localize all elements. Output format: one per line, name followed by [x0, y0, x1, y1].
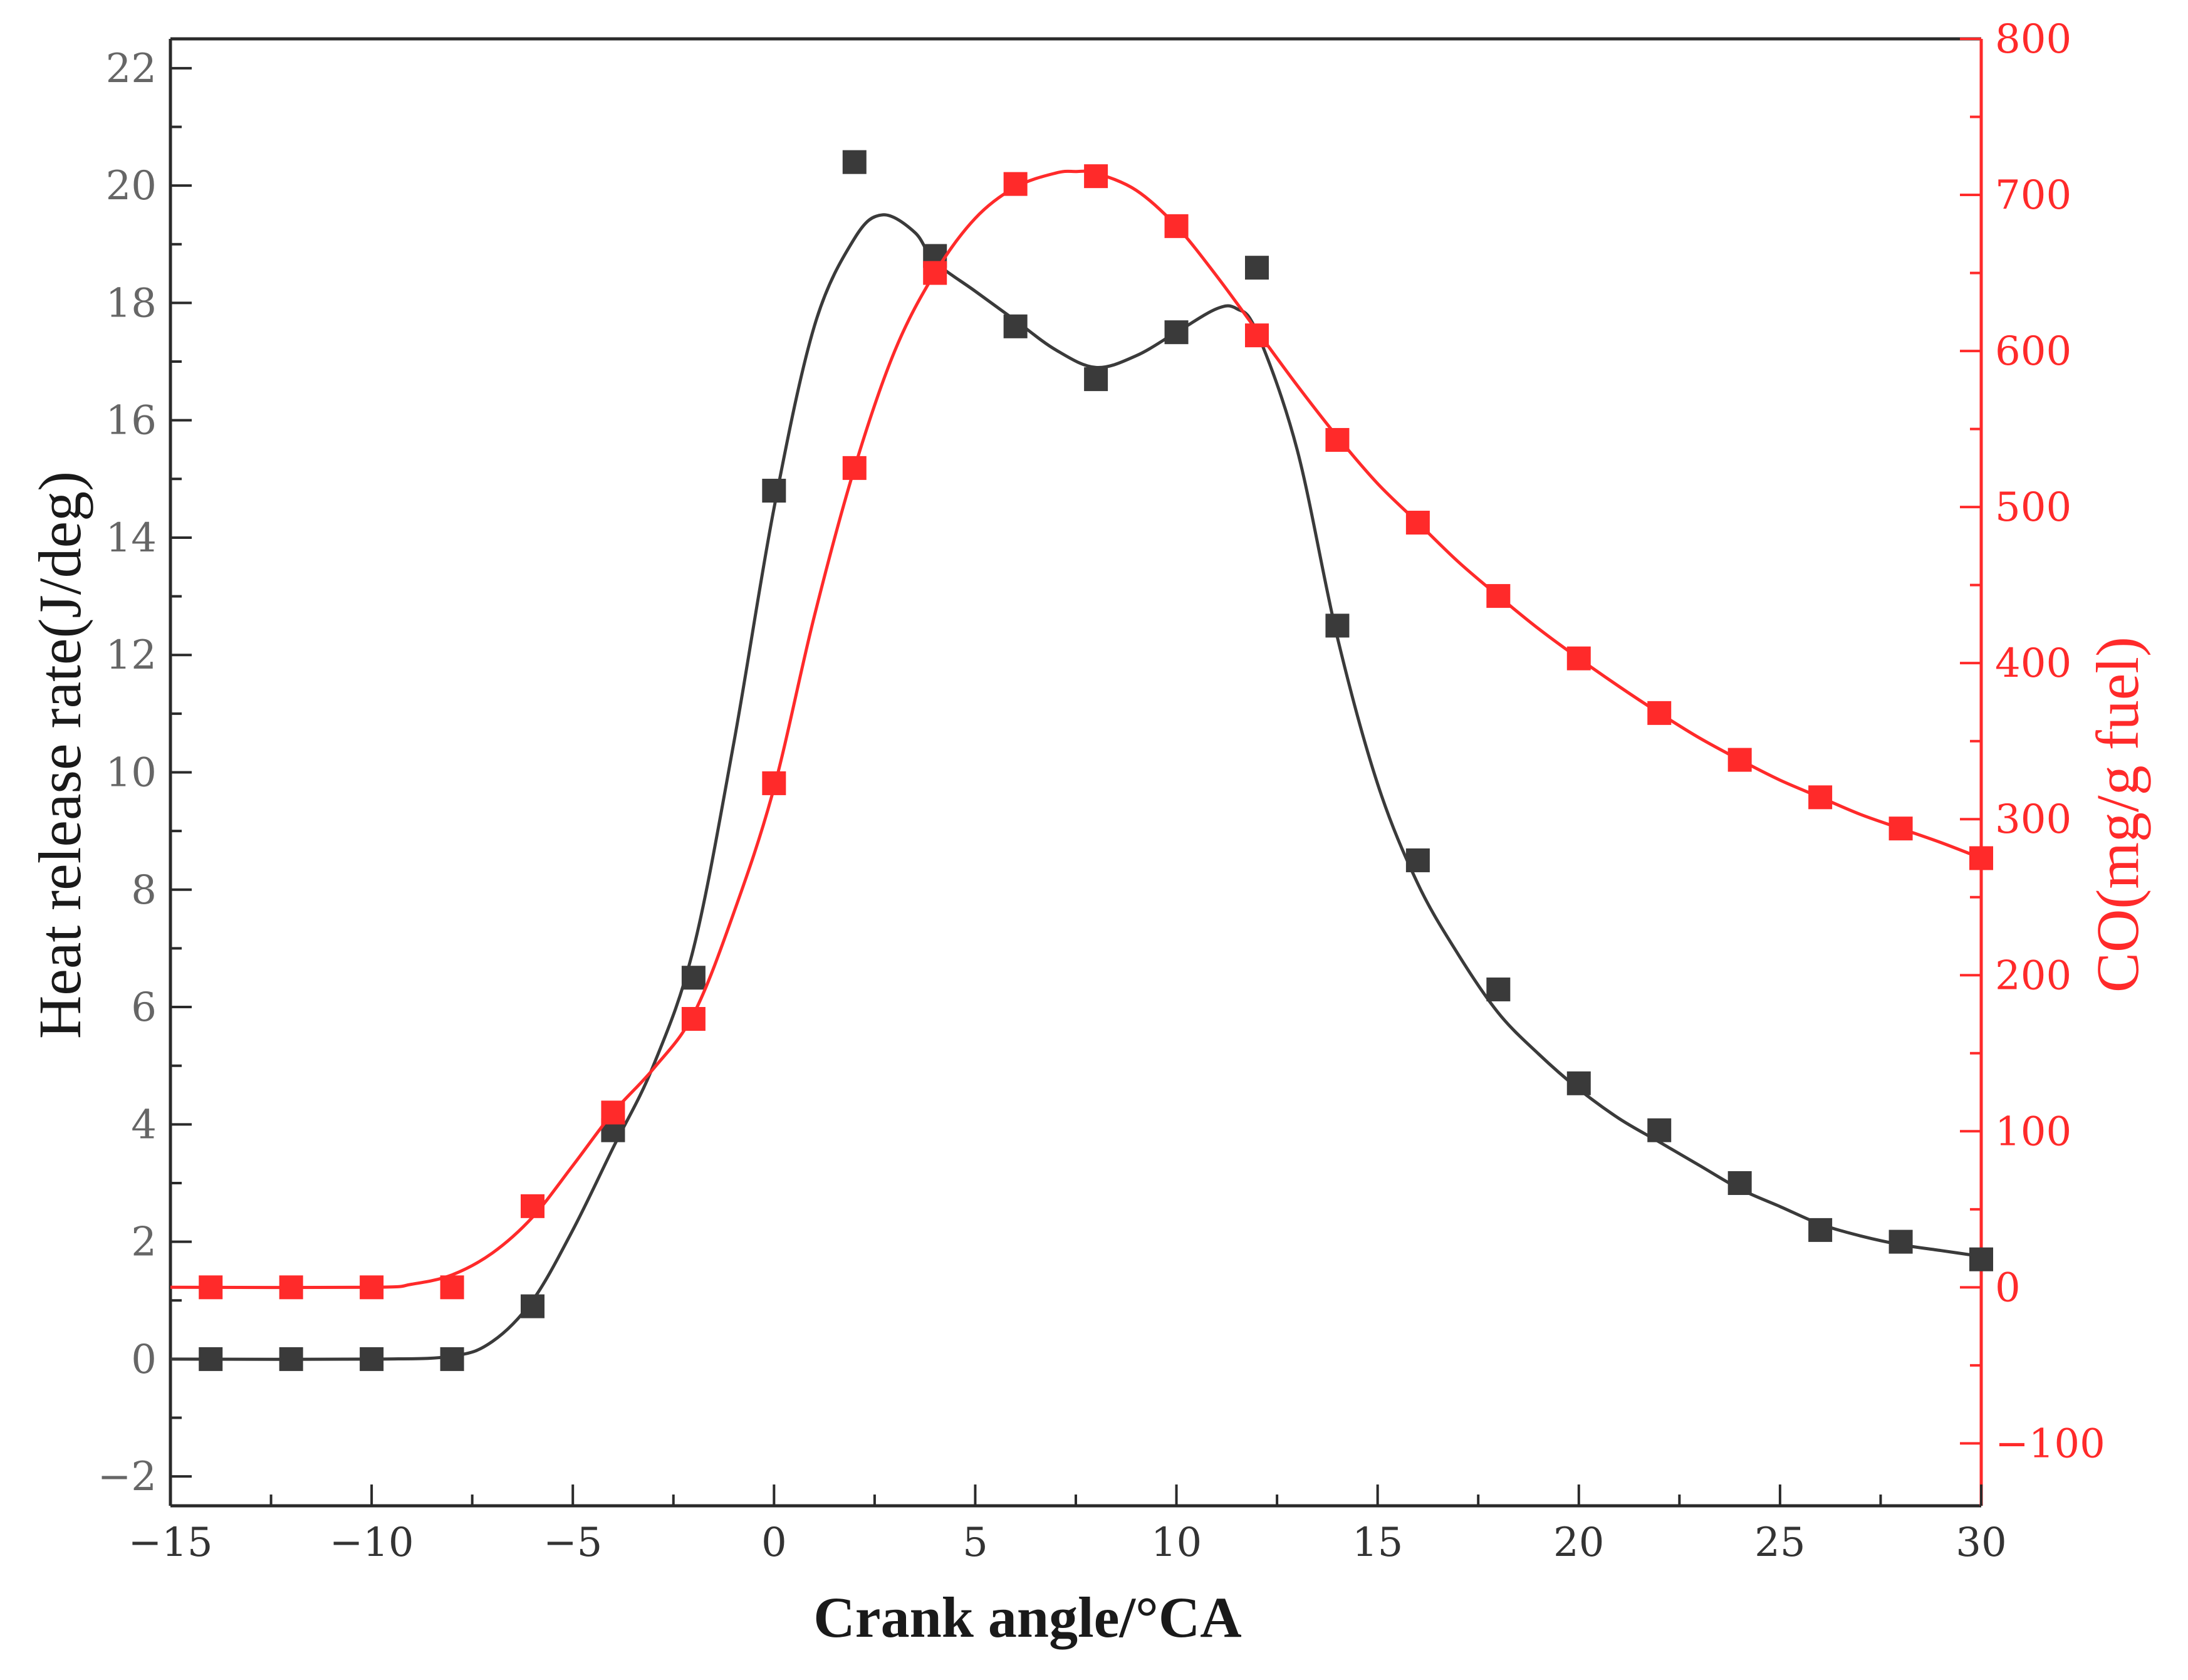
- heat-release-point: [762, 479, 786, 503]
- co-point: [762, 771, 786, 795]
- x-tick-label: −10: [330, 1520, 414, 1566]
- heat-release-point: [1325, 613, 1350, 638]
- co-point: [1727, 748, 1752, 772]
- y2-tick-label: 200: [1995, 952, 2071, 999]
- y2-tick-label: 700: [1995, 172, 2071, 219]
- x-tick-label: 30: [1956, 1520, 2006, 1566]
- co-point: [923, 261, 947, 285]
- co-point: [1325, 428, 1350, 452]
- co-point: [360, 1275, 384, 1300]
- heat-release-point: [842, 150, 867, 174]
- co-point: [440, 1275, 464, 1300]
- y2-tick-label: 600: [1995, 328, 2071, 375]
- y-axis-ticks: −2 0 2 4 6 8 10 12 14 16 18 20 22: [98, 46, 192, 1500]
- y-tick-label: 8: [131, 867, 157, 914]
- co-point: [1647, 701, 1672, 725]
- heat-release-point: [1566, 1071, 1591, 1095]
- heat-release-point: [360, 1347, 384, 1371]
- x-axis-ticks: −15 −10 −5 0 5 10 15 20 25 30: [128, 1484, 2007, 1566]
- heat-release-point: [1808, 1218, 1833, 1242]
- y-tick-label: 22: [106, 46, 157, 92]
- heat-release-point: [1727, 1171, 1752, 1195]
- co-point: [1405, 511, 1430, 535]
- y2-axis-title: CO(mg/g fuel): [2084, 637, 2151, 993]
- y-tick-label: 12: [106, 632, 157, 679]
- heat-release-point: [440, 1347, 464, 1371]
- series-layer: [170, 150, 1993, 1371]
- heat-release-point: [1245, 256, 1269, 280]
- y2-axis-ticks: −100 0 100 200 300 400 500 600 700 800: [1960, 16, 2105, 1467]
- co-point: [1566, 646, 1591, 670]
- y-tick-label: 6: [131, 984, 157, 1031]
- x-tick-label: −5: [543, 1520, 602, 1566]
- heat-release-point: [1647, 1118, 1672, 1142]
- y2-tick-label: 400: [1995, 640, 2071, 687]
- co-point: [1164, 214, 1189, 238]
- x-axis-title: Crank angle/°CA: [813, 1585, 1241, 1649]
- y2-tick-label: 100: [1995, 1109, 2071, 1155]
- co-point: [1486, 584, 1511, 608]
- heat-release-point: [1969, 1247, 1993, 1271]
- co-point: [199, 1275, 223, 1300]
- co-point: [842, 456, 867, 480]
- heat-release-point: [1164, 320, 1189, 345]
- y2-tick-label: −100: [1995, 1421, 2105, 1467]
- heat-release-point: [199, 1347, 223, 1371]
- co-point: [1888, 817, 1913, 841]
- co-point: [1808, 785, 1833, 810]
- heat-release-point: [1003, 314, 1028, 338]
- x-tick-label: 15: [1352, 1520, 1403, 1566]
- x-tick-label: −15: [128, 1520, 212, 1566]
- co-point: [1084, 164, 1108, 189]
- heat-release-point: [1888, 1229, 1913, 1254]
- heat-release-point: [279, 1347, 303, 1371]
- y-tick-label: 14: [106, 515, 157, 561]
- heat-release-point: [1486, 977, 1511, 1001]
- y-tick-label: −2: [98, 1454, 157, 1500]
- y-tick-label: 2: [131, 1219, 157, 1266]
- x-tick-label: 10: [1151, 1520, 1202, 1566]
- co-point: [1245, 323, 1269, 348]
- heat-release-series: [170, 150, 1993, 1371]
- y2-tick-label: 500: [1995, 484, 2071, 531]
- y-tick-label: 10: [106, 750, 157, 796]
- co-point: [1969, 846, 1993, 870]
- heat-release-point: [521, 1294, 544, 1318]
- y-tick-label: 4: [131, 1102, 157, 1148]
- y-axis-title: Heat release rate(J/deg): [26, 471, 93, 1039]
- co-point: [681, 1006, 706, 1031]
- x-tick-label: 20: [1553, 1520, 1604, 1566]
- heat-release-point: [681, 966, 706, 990]
- y2-tick-label: 0: [1995, 1265, 2021, 1311]
- y2-tick-label: 800: [1995, 16, 2071, 63]
- co-point: [521, 1194, 544, 1218]
- y-tick-label: 20: [106, 163, 157, 209]
- x-tick-label: 25: [1754, 1520, 1805, 1566]
- x-tick-label: 5: [962, 1520, 988, 1566]
- co-series: [170, 164, 1993, 1300]
- co-point: [1003, 172, 1028, 196]
- co-point: [279, 1275, 303, 1300]
- x-tick-label: 0: [761, 1520, 787, 1566]
- heat-release-fit-line: [170, 213, 1982, 1361]
- co-point: [601, 1100, 625, 1125]
- y-tick-label: 18: [106, 280, 157, 326]
- y-tick-label: 0: [131, 1337, 157, 1383]
- y2-tick-label: 300: [1995, 796, 2071, 843]
- y-tick-label: 16: [106, 398, 157, 444]
- heat-release-point: [1084, 367, 1108, 392]
- heat-release-point: [1405, 848, 1430, 872]
